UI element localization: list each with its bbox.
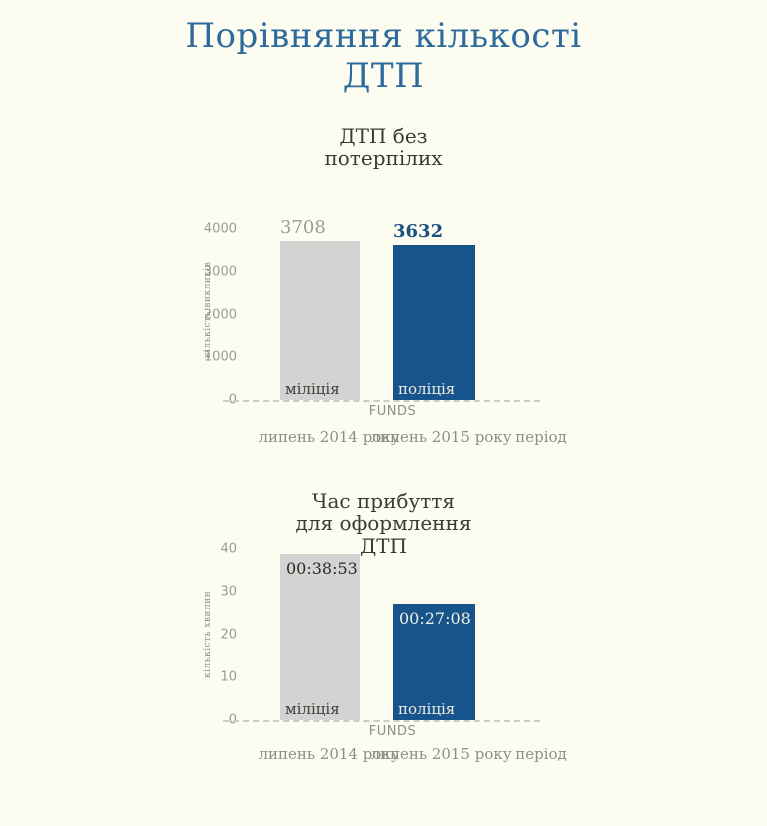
y-tick-label: 30 (220, 584, 237, 600)
chart-accidents-without-victims: ДТП без потерпілих кількість викликів 40… (0, 125, 767, 455)
y-tick-label: 3000 (203, 264, 237, 280)
bar-value-label: 3632 (393, 221, 444, 242)
y-axis-title: кількість хвилин (203, 590, 213, 678)
category-label-2015: липень 2015 року (370, 745, 512, 763)
y-tick-label: 2000 (203, 307, 237, 322)
y-tick-label: 4000 (203, 221, 237, 237)
chart-title: Час прибуття для оформлення ДТП (295, 489, 472, 558)
y-tick-label: 40 (220, 541, 237, 557)
category-label-2014: липень 2014 року (258, 745, 400, 763)
bar-militia-2014: 00:38:53 міліція (280, 554, 360, 720)
x-axis-title-period: період (515, 745, 567, 763)
y-tick-label: 1000 (203, 349, 237, 365)
bar-police-2015: 3632 поліція (393, 221, 475, 400)
chart-arrival-time: Час прибуття для оформлення ДТП кількіст… (0, 490, 767, 780)
bar-value-label: 00:27:08 (399, 609, 471, 628)
zero-baseline (223, 720, 540, 722)
bar-value-label: 00:38:53 (286, 559, 358, 578)
category-axis: липень 2014 року липень 2015 року період (0, 428, 767, 448)
chart-title: ДТП без потерпілих (324, 124, 443, 171)
y-tick-label: 10 (220, 669, 237, 685)
bar-value-label: 3708 (280, 217, 326, 238)
y-axis-title: кількість викликів (203, 261, 213, 358)
bar-name-label: міліція (285, 700, 340, 718)
bar-name-label: поліція (398, 700, 456, 718)
bar-name-label: міліція (285, 380, 340, 398)
page-title: Порівняння кількості ДТП (185, 16, 582, 97)
bar-name-label: поліція (398, 380, 456, 398)
zero-baseline (223, 400, 540, 402)
plot-area: кількість викликів 4000 3000 2000 1000 0… (203, 217, 540, 408)
plot-area: кількість хвилин 40 30 20 10 0 00:38:53 … (203, 542, 540, 728)
x-axis-title-period: період (515, 428, 567, 446)
x-axis-label: FUNDS (368, 724, 417, 739)
category-label-2014: липень 2014 року (258, 428, 400, 446)
category-axis: липень 2014 року липень 2015 року період (0, 745, 767, 765)
x-axis-label: FUNDS (368, 404, 417, 419)
bar-police-2015: 00:27:08 поліція (393, 604, 475, 720)
y-tick-label: 20 (220, 627, 237, 642)
category-label-2015: липень 2015 року (370, 428, 512, 446)
bar-militia-2014: 3708 міліція (280, 217, 360, 400)
